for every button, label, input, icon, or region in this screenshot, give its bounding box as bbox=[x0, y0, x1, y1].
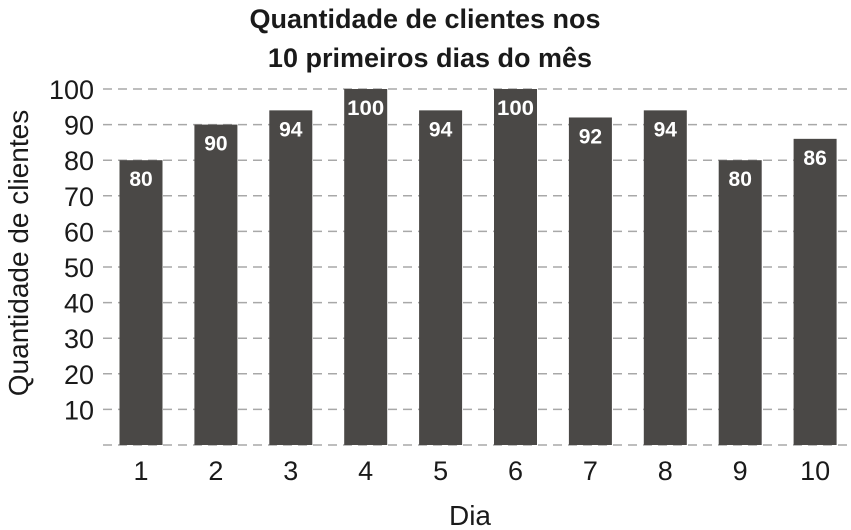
y-tick-label: 30 bbox=[64, 324, 94, 354]
y-tick-label: 70 bbox=[64, 182, 94, 212]
y-tick-label: 50 bbox=[64, 253, 94, 283]
bar-day-3 bbox=[269, 110, 313, 446]
data-label: 100 bbox=[497, 97, 534, 120]
y-tick-label: 10 bbox=[64, 395, 94, 425]
y-axis-label: Quantidade de clientes bbox=[3, 110, 34, 396]
chart-title-line-2: 10 primeiros dias do mês bbox=[268, 43, 592, 73]
bar-day-7 bbox=[568, 117, 612, 445]
y-tick-label: 40 bbox=[64, 289, 94, 319]
x-tick-label: 3 bbox=[283, 456, 298, 486]
x-tick-label: 2 bbox=[208, 456, 223, 486]
x-axis-ticks: 1 2 3 4 5 6 7 8 9 10 bbox=[133, 456, 830, 486]
y-tick-label: 20 bbox=[64, 360, 94, 390]
x-tick-label: 9 bbox=[733, 456, 748, 486]
x-tick-label: 8 bbox=[658, 456, 673, 486]
data-label: 100 bbox=[347, 97, 384, 120]
y-tick-label: 90 bbox=[64, 111, 94, 141]
bar-day-9 bbox=[718, 160, 762, 445]
bar-day-8 bbox=[643, 110, 687, 446]
bars: 80 90 94 100 94 100 92 94 80 86 bbox=[119, 89, 837, 446]
data-label: 94 bbox=[279, 118, 303, 141]
y-tick-label: 100 bbox=[49, 75, 94, 105]
bar-day-4 bbox=[344, 89, 388, 445]
y-tick-label: 80 bbox=[64, 146, 94, 176]
y-axis-ticks: 10 20 30 40 50 60 70 80 90 100 bbox=[49, 75, 94, 425]
bar-day-10 bbox=[793, 138, 837, 445]
bar-day-6 bbox=[494, 89, 537, 445]
x-tick-label: 1 bbox=[133, 456, 148, 486]
x-tick-label: 5 bbox=[433, 456, 448, 486]
data-label: 80 bbox=[729, 168, 752, 191]
x-tick-label: 6 bbox=[508, 456, 523, 486]
data-label: 86 bbox=[803, 147, 826, 170]
data-label: 80 bbox=[129, 168, 152, 191]
x-tick-label: 10 bbox=[800, 456, 830, 486]
x-axis-label: Dia bbox=[449, 500, 491, 530]
data-label: 94 bbox=[654, 118, 678, 141]
x-tick-label: 7 bbox=[583, 456, 598, 486]
data-label: 90 bbox=[204, 133, 227, 156]
data-label: 92 bbox=[579, 125, 602, 148]
bar-day-2 bbox=[194, 124, 238, 445]
x-tick-label: 4 bbox=[358, 456, 373, 486]
chart-title-line-1: Quantidade de clientes nos bbox=[249, 4, 600, 34]
y-tick-label: 60 bbox=[64, 217, 94, 247]
bar-day-1 bbox=[119, 160, 163, 445]
bar-day-5 bbox=[419, 110, 463, 446]
data-label: 94 bbox=[429, 118, 453, 141]
